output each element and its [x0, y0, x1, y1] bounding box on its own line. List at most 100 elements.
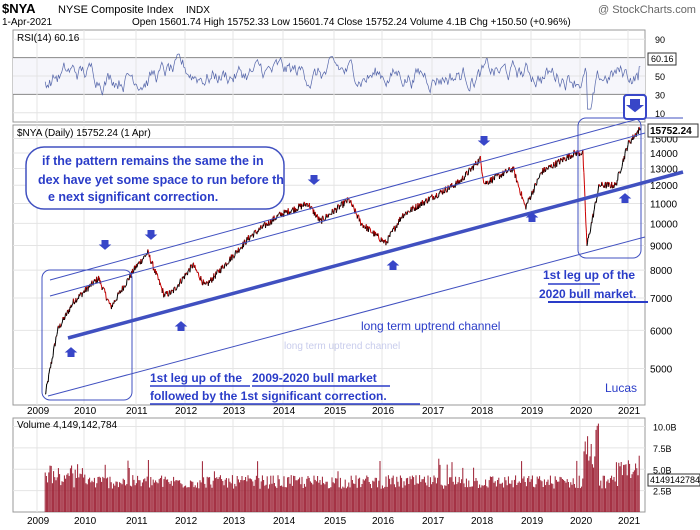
price-segment	[417, 206, 420, 210]
price-segment	[617, 171, 620, 174]
price-segment	[227, 263, 229, 265]
price-segment	[278, 213, 280, 215]
price-segment	[369, 228, 372, 233]
price-segment	[257, 230, 259, 233]
price-segment	[583, 172, 585, 185]
leg-2009-text-a: 1st leg up of the	[150, 371, 242, 385]
price-segment	[385, 241, 387, 246]
price-tick-label: 10000	[650, 219, 678, 230]
price-segment	[174, 286, 176, 291]
price-segment	[620, 168, 623, 171]
price-segment	[345, 200, 347, 203]
price-tick-label: 15000	[650, 135, 678, 146]
price-segment	[563, 157, 565, 160]
down-arrow-icon	[477, 136, 491, 146]
price-segment	[595, 197, 598, 203]
price-segment	[302, 202, 305, 207]
price-segment	[517, 181, 519, 184]
price-segment	[187, 270, 189, 276]
volume-tick-label: 5.0B	[653, 465, 672, 475]
price-segment	[469, 167, 471, 170]
price-segment	[581, 151, 583, 155]
price-label: $NYA (Daily) 15752.24 (1 Apr)	[17, 128, 151, 139]
price-segment	[136, 264, 138, 268]
price-segment	[597, 184, 600, 189]
price-segment	[582, 149, 584, 167]
price-segment	[357, 214, 360, 216]
price-segment	[153, 268, 155, 271]
price-segment	[359, 219, 362, 226]
rsi-tick-label: 10	[655, 109, 665, 119]
price-segment	[534, 183, 537, 185]
price-segment	[426, 198, 428, 203]
leg-2009-text-b: 2009-2020 bull market	[252, 371, 377, 385]
price-segment	[427, 200, 429, 204]
rsi-tick-label: 30	[655, 90, 665, 100]
price-segment	[232, 254, 234, 257]
price-segment	[387, 235, 389, 244]
price-segment	[582, 166, 585, 173]
price-segment	[583, 184, 586, 197]
price-segment	[162, 288, 164, 291]
price-segment	[168, 290, 170, 296]
x-tick-label: 2017	[422, 406, 445, 417]
price-segment	[533, 187, 535, 193]
price-segment	[479, 155, 482, 162]
price-segment	[231, 254, 233, 261]
price-segment	[350, 203, 353, 207]
price-segment	[378, 238, 380, 240]
price-segment	[423, 200, 426, 206]
price-segment	[284, 210, 286, 213]
x-tick-label: 2015	[324, 516, 347, 527]
price-segment	[621, 162, 624, 167]
price-segment	[107, 298, 109, 301]
price-segment	[217, 269, 220, 273]
price-segment	[389, 232, 391, 238]
channel-upper-line	[49, 116, 646, 281]
x-axis-price: 2009 2010 2011 2012 2013 2014 2015 2016 2017 2018…	[27, 406, 641, 417]
price-segment	[125, 285, 127, 287]
price-segment	[526, 202, 529, 204]
price-segment	[329, 213, 331, 216]
price-segment	[492, 175, 494, 178]
price-segment	[45, 383, 48, 390]
symbol: $NYA	[2, 1, 36, 16]
price-segment	[101, 288, 103, 291]
price-segment	[313, 212, 316, 216]
price-segment	[127, 278, 129, 281]
price-segment	[156, 273, 159, 277]
price-segment	[355, 213, 358, 216]
price-segment	[513, 166, 515, 169]
price-segment	[295, 209, 297, 212]
quote-date: 1-Apr-2021	[2, 17, 52, 28]
x-tick-label: 2011	[126, 406, 148, 417]
price-segment	[406, 213, 408, 216]
price-segment	[621, 166, 623, 169]
x-tick-label: 2021	[618, 516, 641, 527]
price-segment	[572, 156, 574, 158]
price-segment	[221, 264, 224, 267]
price-segment	[564, 157, 566, 161]
callout-box	[25, 146, 285, 210]
price-segment	[335, 210, 338, 213]
price-segment	[527, 197, 530, 200]
price-segment	[616, 180, 618, 186]
arrows	[64, 94, 647, 470]
price-segment	[219, 268, 221, 274]
price-segment	[572, 152, 575, 157]
quote-line: Open 15601.74 High 15752.33 Low 15601.74…	[132, 17, 571, 28]
price-segment	[248, 237, 251, 241]
price-segment	[553, 164, 556, 167]
volume-tick-label: 10.0B	[653, 423, 677, 433]
x-tick-label: 2014	[273, 406, 296, 417]
price-segment	[374, 231, 377, 234]
price-segment	[198, 277, 201, 281]
price-segment	[429, 196, 431, 199]
rsi-tick-label: 50	[655, 72, 665, 82]
price-segment	[238, 249, 241, 251]
price-segment	[85, 289, 87, 293]
price-segment	[431, 194, 433, 197]
price-segment	[296, 209, 299, 212]
price-segment	[316, 214, 319, 217]
